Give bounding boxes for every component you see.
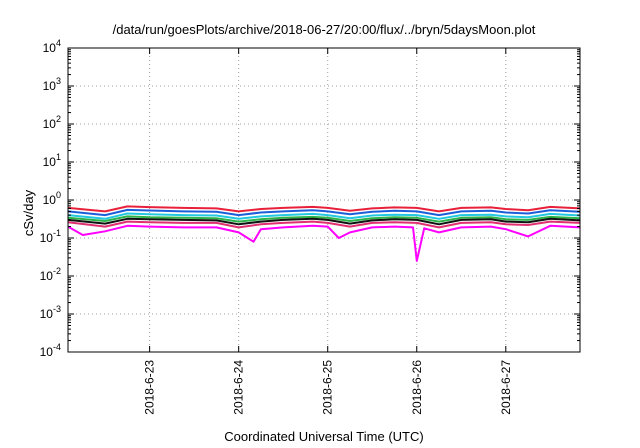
- y-tick-label: 10-2: [40, 266, 61, 283]
- y-tick-label: 104: [43, 38, 61, 55]
- series-group: [67, 205, 581, 262]
- y-tick-label: 10-3: [40, 304, 61, 321]
- x-tick-label: 2018-6-26: [410, 360, 424, 415]
- y-tick-label: 103: [43, 76, 61, 93]
- series-line-6: [67, 220, 581, 229]
- y-tick-label: 101: [43, 152, 61, 169]
- x-tick-label: 2018-6-27: [499, 360, 513, 415]
- x-tick-label: 2018-6-25: [321, 360, 335, 415]
- y-tick-label: 102: [43, 114, 61, 131]
- series-line-2: [67, 208, 581, 217]
- series-line-3: [67, 212, 581, 220]
- y-tick-label: 10-4: [40, 342, 61, 359]
- x-tick-label: 2018-6-24: [232, 360, 246, 415]
- series-line-1: [67, 205, 581, 213]
- y-tick-label: 100: [43, 190, 61, 207]
- x-axis-label: Coordinated Universal Time (UTC): [224, 429, 423, 444]
- x-axis: 2018-6-23 2018-6-24 2018-6-25 2018-6-26 2018…: [143, 48, 513, 415]
- y-tick-label: 10-1: [40, 228, 61, 245]
- series-line-4: [67, 215, 581, 223]
- series-line-5: [67, 217, 581, 226]
- y-axis-label: cSv/day: [21, 189, 36, 236]
- x-tick-label: 2018-6-23: [143, 360, 157, 415]
- grid-lines: [68, 48, 580, 352]
- series-line-7: [67, 224, 581, 262]
- chart-title: /data/run/goesPlots/archive/2018-06-27/2…: [113, 22, 536, 37]
